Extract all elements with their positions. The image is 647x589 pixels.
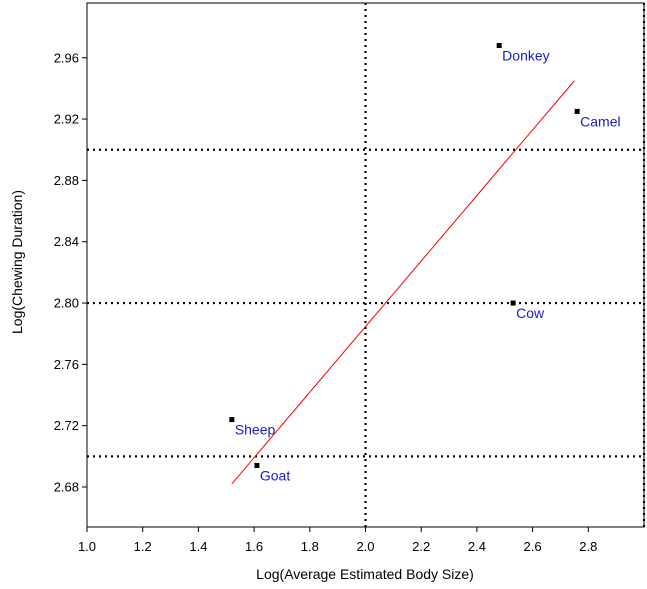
x-tick-label-8: 2.6 (524, 539, 542, 554)
data-point-camel (574, 108, 580, 114)
y-tick-label-5: 2.88 (54, 173, 79, 188)
x-tick-label-5: 2.0 (356, 539, 374, 554)
point-label-goat: Goat (260, 468, 290, 484)
x-tick-label-0: 1.0 (78, 539, 96, 554)
point-label-cow: Cow (516, 305, 545, 321)
point-label-camel: Camel (580, 113, 620, 129)
y-axis-title: Log(Chewing Duration) (9, 190, 25, 334)
x-tick-label-7: 2.4 (468, 539, 486, 554)
x-tick-label-9: 2.8 (579, 539, 597, 554)
x-tick-label-4: 1.8 (301, 539, 319, 554)
plot-frame (86, 2, 645, 528)
x-tick-label-3: 1.6 (245, 539, 263, 554)
x-tick-label-1: 1.2 (134, 539, 152, 554)
data-point-sheep (229, 417, 235, 423)
point-label-donkey: Donkey (502, 47, 549, 63)
y-tick-label-1: 2.72 (54, 418, 79, 433)
data-point-cow (510, 300, 516, 306)
y-axis-ticks: 2.68 2.72 2.76 2.80 2.84 2.88 2.92 2.96 (54, 50, 87, 495)
x-axis-title: Log(Average Estimated Body Size) (256, 566, 474, 582)
y-tick-label-7: 2.96 (54, 50, 79, 65)
x-tick-label-2: 1.4 (189, 539, 207, 554)
y-tick-label-2: 2.76 (54, 357, 79, 372)
data-point-goat (254, 463, 260, 469)
y-tick-label-3: 2.80 (54, 296, 79, 311)
point-label-sheep: Sheep (235, 422, 276, 438)
regression-layer (231, 80, 575, 485)
x-axis-ticks: 1.0 1.2 1.4 1.6 1.8 2.0 2.2 2.4 2.6 2.8 (78, 527, 597, 554)
data-point-donkey (496, 42, 502, 48)
y-tick-label-0: 2.68 (54, 480, 79, 495)
y-tick-label-6: 2.92 (54, 112, 79, 127)
x-tick-label-6: 2.2 (412, 539, 430, 554)
regression-line (231, 80, 575, 485)
y-tick-label-4: 2.84 (54, 234, 79, 249)
data-points: Donkey Camel Cow Sheep Goat (229, 42, 621, 484)
